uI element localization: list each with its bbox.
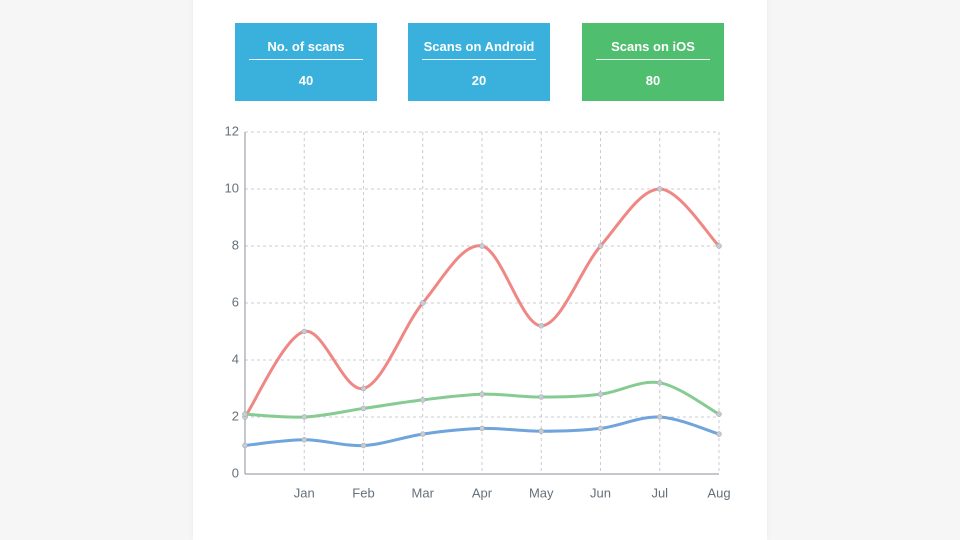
point <box>242 442 248 449</box>
y-tick-label: 6 <box>232 294 239 309</box>
stat-card: Scans on Android 20 <box>408 23 550 101</box>
y-tick-label: 4 <box>232 351 239 366</box>
card-divider <box>422 59 536 60</box>
card-title: Scans on Android <box>423 39 535 54</box>
x-tick-label: May <box>529 485 554 500</box>
point <box>479 425 485 432</box>
point <box>716 431 722 437</box>
stat-card: Scans on iOS 80 <box>582 23 724 101</box>
card-title: No. of scans <box>267 39 345 54</box>
line <box>244 380 720 419</box>
card-value: 40 <box>298 73 314 88</box>
point <box>420 300 426 306</box>
x-tick-label: Aug <box>707 485 730 500</box>
x-tick-label: Jun <box>590 485 611 500</box>
point <box>716 411 722 417</box>
x-tick-label: Apr <box>472 485 493 500</box>
point <box>597 243 604 249</box>
point <box>479 391 485 397</box>
point <box>657 186 663 192</box>
card-divider <box>596 59 710 60</box>
card-value: 20 <box>471 73 487 88</box>
y-tick-label: 12 <box>225 123 239 138</box>
point <box>657 380 663 386</box>
x-tick-label: Feb <box>352 485 374 500</box>
point <box>420 397 426 403</box>
card-divider <box>249 59 363 60</box>
point <box>597 391 604 397</box>
point <box>360 405 367 412</box>
point <box>538 428 544 434</box>
stat-card: No. of scans 40 <box>235 23 377 101</box>
point <box>420 431 426 437</box>
x-tick-label: Jan <box>294 485 315 500</box>
y-tick-label: 0 <box>232 465 239 480</box>
point <box>538 323 544 329</box>
point <box>301 328 307 335</box>
point <box>597 425 604 432</box>
y-tick-label: 2 <box>232 408 239 423</box>
x-tick-label: Jul <box>651 485 668 500</box>
point <box>479 243 485 249</box>
card-value: 80 <box>645 73 661 88</box>
x-tick-label: Mar <box>412 485 435 500</box>
point <box>360 385 367 392</box>
point <box>301 414 307 420</box>
point <box>242 411 248 417</box>
card-title: Scans on iOS <box>611 39 695 54</box>
point <box>716 243 722 249</box>
point <box>657 414 663 420</box>
y-tick-label: 10 <box>225 180 239 195</box>
point <box>538 394 544 400</box>
point <box>360 442 367 449</box>
point <box>301 437 307 443</box>
y-tick-label: 8 <box>232 237 239 252</box>
